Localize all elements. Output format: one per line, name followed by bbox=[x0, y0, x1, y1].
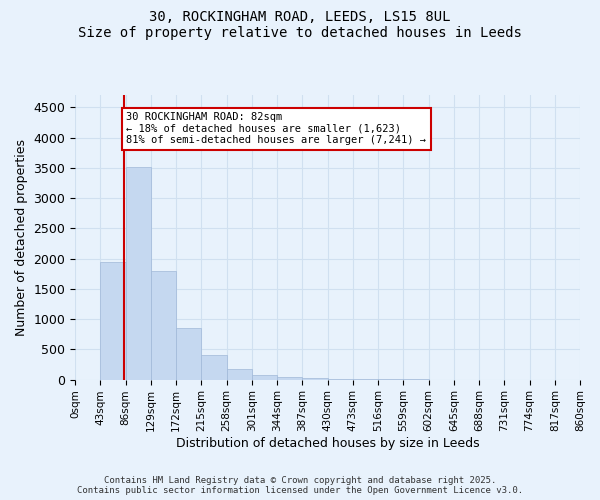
Bar bbox=[328, 379, 353, 380]
Bar bbox=[100, 262, 125, 380]
Text: Contains HM Land Registry data © Crown copyright and database right 2025.
Contai: Contains HM Land Registry data © Crown c… bbox=[77, 476, 523, 495]
Bar bbox=[202, 356, 227, 380]
Bar bbox=[125, 167, 151, 380]
Bar bbox=[227, 370, 252, 380]
X-axis label: Distribution of detached houses by size in Leeds: Distribution of detached houses by size … bbox=[176, 437, 479, 450]
Bar bbox=[176, 328, 202, 380]
Bar bbox=[302, 378, 328, 380]
Text: 30 ROCKINGHAM ROAD: 82sqm
← 18% of detached houses are smaller (1,623)
81% of se: 30 ROCKINGHAM ROAD: 82sqm ← 18% of detac… bbox=[127, 112, 427, 146]
Bar bbox=[252, 375, 277, 380]
Bar bbox=[151, 270, 176, 380]
Text: 30, ROCKINGHAM ROAD, LEEDS, LS15 8UL
Size of property relative to detached house: 30, ROCKINGHAM ROAD, LEEDS, LS15 8UL Siz… bbox=[78, 10, 522, 40]
Bar bbox=[277, 377, 302, 380]
Y-axis label: Number of detached properties: Number of detached properties bbox=[15, 139, 28, 336]
